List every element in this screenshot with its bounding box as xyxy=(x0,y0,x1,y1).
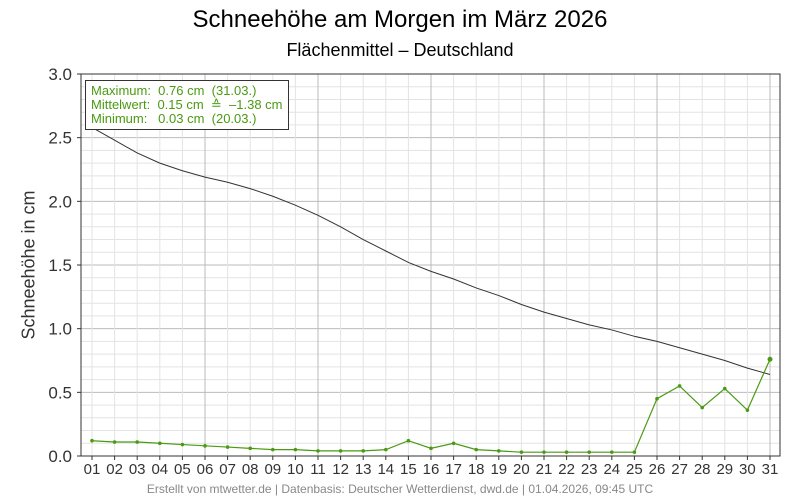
x-tick-label: 30 xyxy=(739,461,756,478)
x-tick-label: 03 xyxy=(129,461,146,478)
current-point xyxy=(587,450,591,454)
current-point xyxy=(406,438,411,443)
current-point xyxy=(112,440,117,444)
y-tick-label: 0.5 xyxy=(48,383,72,402)
x-tick-label: 18 xyxy=(468,461,485,478)
current-point xyxy=(203,444,207,448)
x-tick-label: 08 xyxy=(242,461,259,478)
current-point xyxy=(655,396,659,401)
x-tick-label: 22 xyxy=(558,461,575,478)
x-tick-label: 02 xyxy=(106,461,123,478)
x-tick-label: 14 xyxy=(377,461,394,478)
x-tick-label: 25 xyxy=(626,461,643,478)
x-tick-label: 29 xyxy=(716,461,733,478)
x-tick-label: 31 xyxy=(762,461,779,478)
x-tick-label: 19 xyxy=(490,461,507,478)
footer-credit: Erstellt von mtwetter.de | Datenbasis: D… xyxy=(146,482,654,496)
current-point xyxy=(248,446,252,451)
x-tick-label: 15 xyxy=(400,461,417,478)
legend-mean: Mittelwert: 0.15 cm ≙ –1.38 cm xyxy=(91,97,283,112)
x-tick-label: 13 xyxy=(355,461,372,478)
chart-title: Schneehöhe am Morgen im März 2026 xyxy=(192,6,608,33)
x-tick-label: 28 xyxy=(694,461,711,478)
x-tick-label: 06 xyxy=(197,461,214,478)
current-point xyxy=(474,447,479,452)
x-tick-label: 26 xyxy=(649,461,666,478)
x-tick-label: 17 xyxy=(445,461,462,478)
x-tick-label: 07 xyxy=(219,461,236,478)
x-tick-label: 12 xyxy=(332,461,349,478)
x-tick-label: 10 xyxy=(287,461,304,478)
legend-min: Minimum: 0.03 cm (20.03.) xyxy=(91,111,257,126)
y-tick-label: 2.5 xyxy=(48,129,72,148)
current-point xyxy=(497,449,501,453)
current-point xyxy=(338,449,343,453)
current-point xyxy=(158,441,162,446)
x-tick-label: 24 xyxy=(603,461,620,478)
current-point xyxy=(293,447,298,452)
current-point xyxy=(361,449,366,453)
x-tick-label: 23 xyxy=(581,461,598,478)
current-point xyxy=(677,384,682,388)
x-tick-label: 09 xyxy=(264,461,281,478)
current-point xyxy=(564,450,569,454)
y-tick-label: 3.0 xyxy=(48,65,72,84)
x-tick-label: 21 xyxy=(536,461,553,478)
x-tick-label: 20 xyxy=(513,461,530,478)
x-tick-label: 16 xyxy=(423,461,440,478)
y-tick-label: 0.0 xyxy=(48,447,72,466)
current-point xyxy=(135,440,139,444)
y-tick-label: 1.5 xyxy=(48,256,72,275)
current-point xyxy=(429,446,433,451)
x-tick-label: 01 xyxy=(84,461,101,478)
current-point xyxy=(225,445,230,449)
current-point xyxy=(519,450,524,454)
current-point xyxy=(542,450,546,454)
chart-subtitle: Flächenmittel – Deutschland xyxy=(286,40,514,60)
current-point xyxy=(271,447,275,452)
reference-line xyxy=(91,127,771,375)
current-point xyxy=(384,447,388,452)
current-point xyxy=(610,450,614,454)
current-point xyxy=(767,356,773,362)
x-tick-label: 05 xyxy=(174,461,191,478)
current-point xyxy=(180,442,185,447)
x-tick-label: 11 xyxy=(310,461,326,478)
x-tick-label: 27 xyxy=(671,461,688,478)
current-point xyxy=(316,449,320,453)
current-point xyxy=(90,438,94,443)
legend-box: Maximum: 0.76 cm (31.03.) Mittelwert: 0.… xyxy=(85,80,289,130)
y-tick-label: 2.0 xyxy=(48,192,72,211)
legend-max: Maximum: 0.76 cm (31.03.) xyxy=(91,83,257,98)
current-point xyxy=(745,408,750,412)
current-point xyxy=(723,386,727,391)
current-point xyxy=(632,450,637,454)
current-point xyxy=(451,441,456,446)
y-tick-label: 1.0 xyxy=(48,320,72,339)
current-point xyxy=(700,405,704,410)
x-tick-label: 04 xyxy=(151,461,168,478)
